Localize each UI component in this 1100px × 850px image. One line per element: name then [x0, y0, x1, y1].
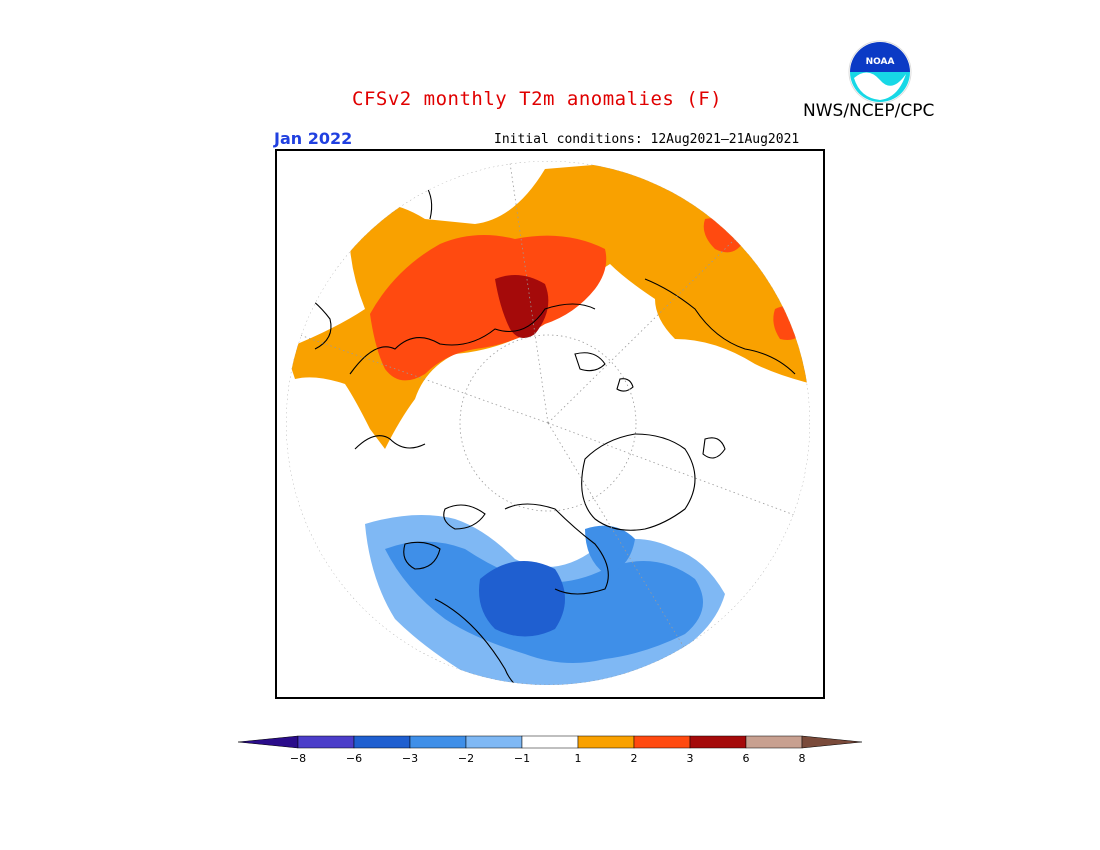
colorbar-tick-label: 2 — [630, 752, 638, 765]
colorbar-tick-label: 8 — [798, 752, 806, 765]
colorbar-tick-label: 3 — [686, 752, 694, 765]
anomaly-pacific-warmer-2 — [773, 306, 805, 340]
colorbar-lower-arrow — [238, 735, 299, 749]
colorbar-swatch — [689, 735, 747, 749]
graticule — [286, 161, 810, 685]
noaa-logo: NOAA — [848, 40, 912, 104]
coastlines — [294, 183, 796, 685]
colorbar-swatch — [409, 735, 467, 749]
colorbar-swatch — [577, 735, 635, 749]
colorbar — [238, 735, 862, 749]
colorbar-tick-label: −2 — [457, 752, 475, 765]
colorbar-tick-label: 1 — [574, 752, 582, 765]
colorbar-swatch — [521, 735, 579, 749]
anomaly-siberia-warmer — [370, 235, 607, 381]
colorbar-tick-label: −1 — [513, 752, 531, 765]
colorbar-swatch — [745, 735, 803, 749]
colorbar-tick-label: −8 — [289, 752, 307, 765]
colorbar-swatch — [465, 735, 523, 749]
chart-title: CFSv2 monthly T2m anomalies (F) — [352, 88, 723, 110]
colorbar-tick-label: −6 — [345, 752, 363, 765]
anomaly-siberia-warmest — [495, 275, 549, 338]
colorbar-swatch — [353, 735, 411, 749]
agency-label: NWS/NCEP/CPC — [803, 101, 935, 121]
colorbar-tick-label: −3 — [401, 752, 419, 765]
colorbar-upper-arrow — [801, 735, 862, 749]
polar-map — [286, 161, 810, 685]
colorbar-tick-label: 6 — [742, 752, 750, 765]
initial-conditions: Initial conditions: 12Aug2021–21Aug2021 — [494, 132, 800, 147]
map-frame — [275, 149, 825, 699]
noaa-logo-text: NOAA — [866, 57, 895, 67]
colorbar-swatch — [297, 735, 355, 749]
colorbar-swatch — [633, 735, 691, 749]
anomaly-greenland-colder — [585, 525, 635, 574]
anomaly-hudson-bay-coldest — [479, 561, 565, 637]
valid-month: Jan 2022 — [274, 129, 353, 148]
